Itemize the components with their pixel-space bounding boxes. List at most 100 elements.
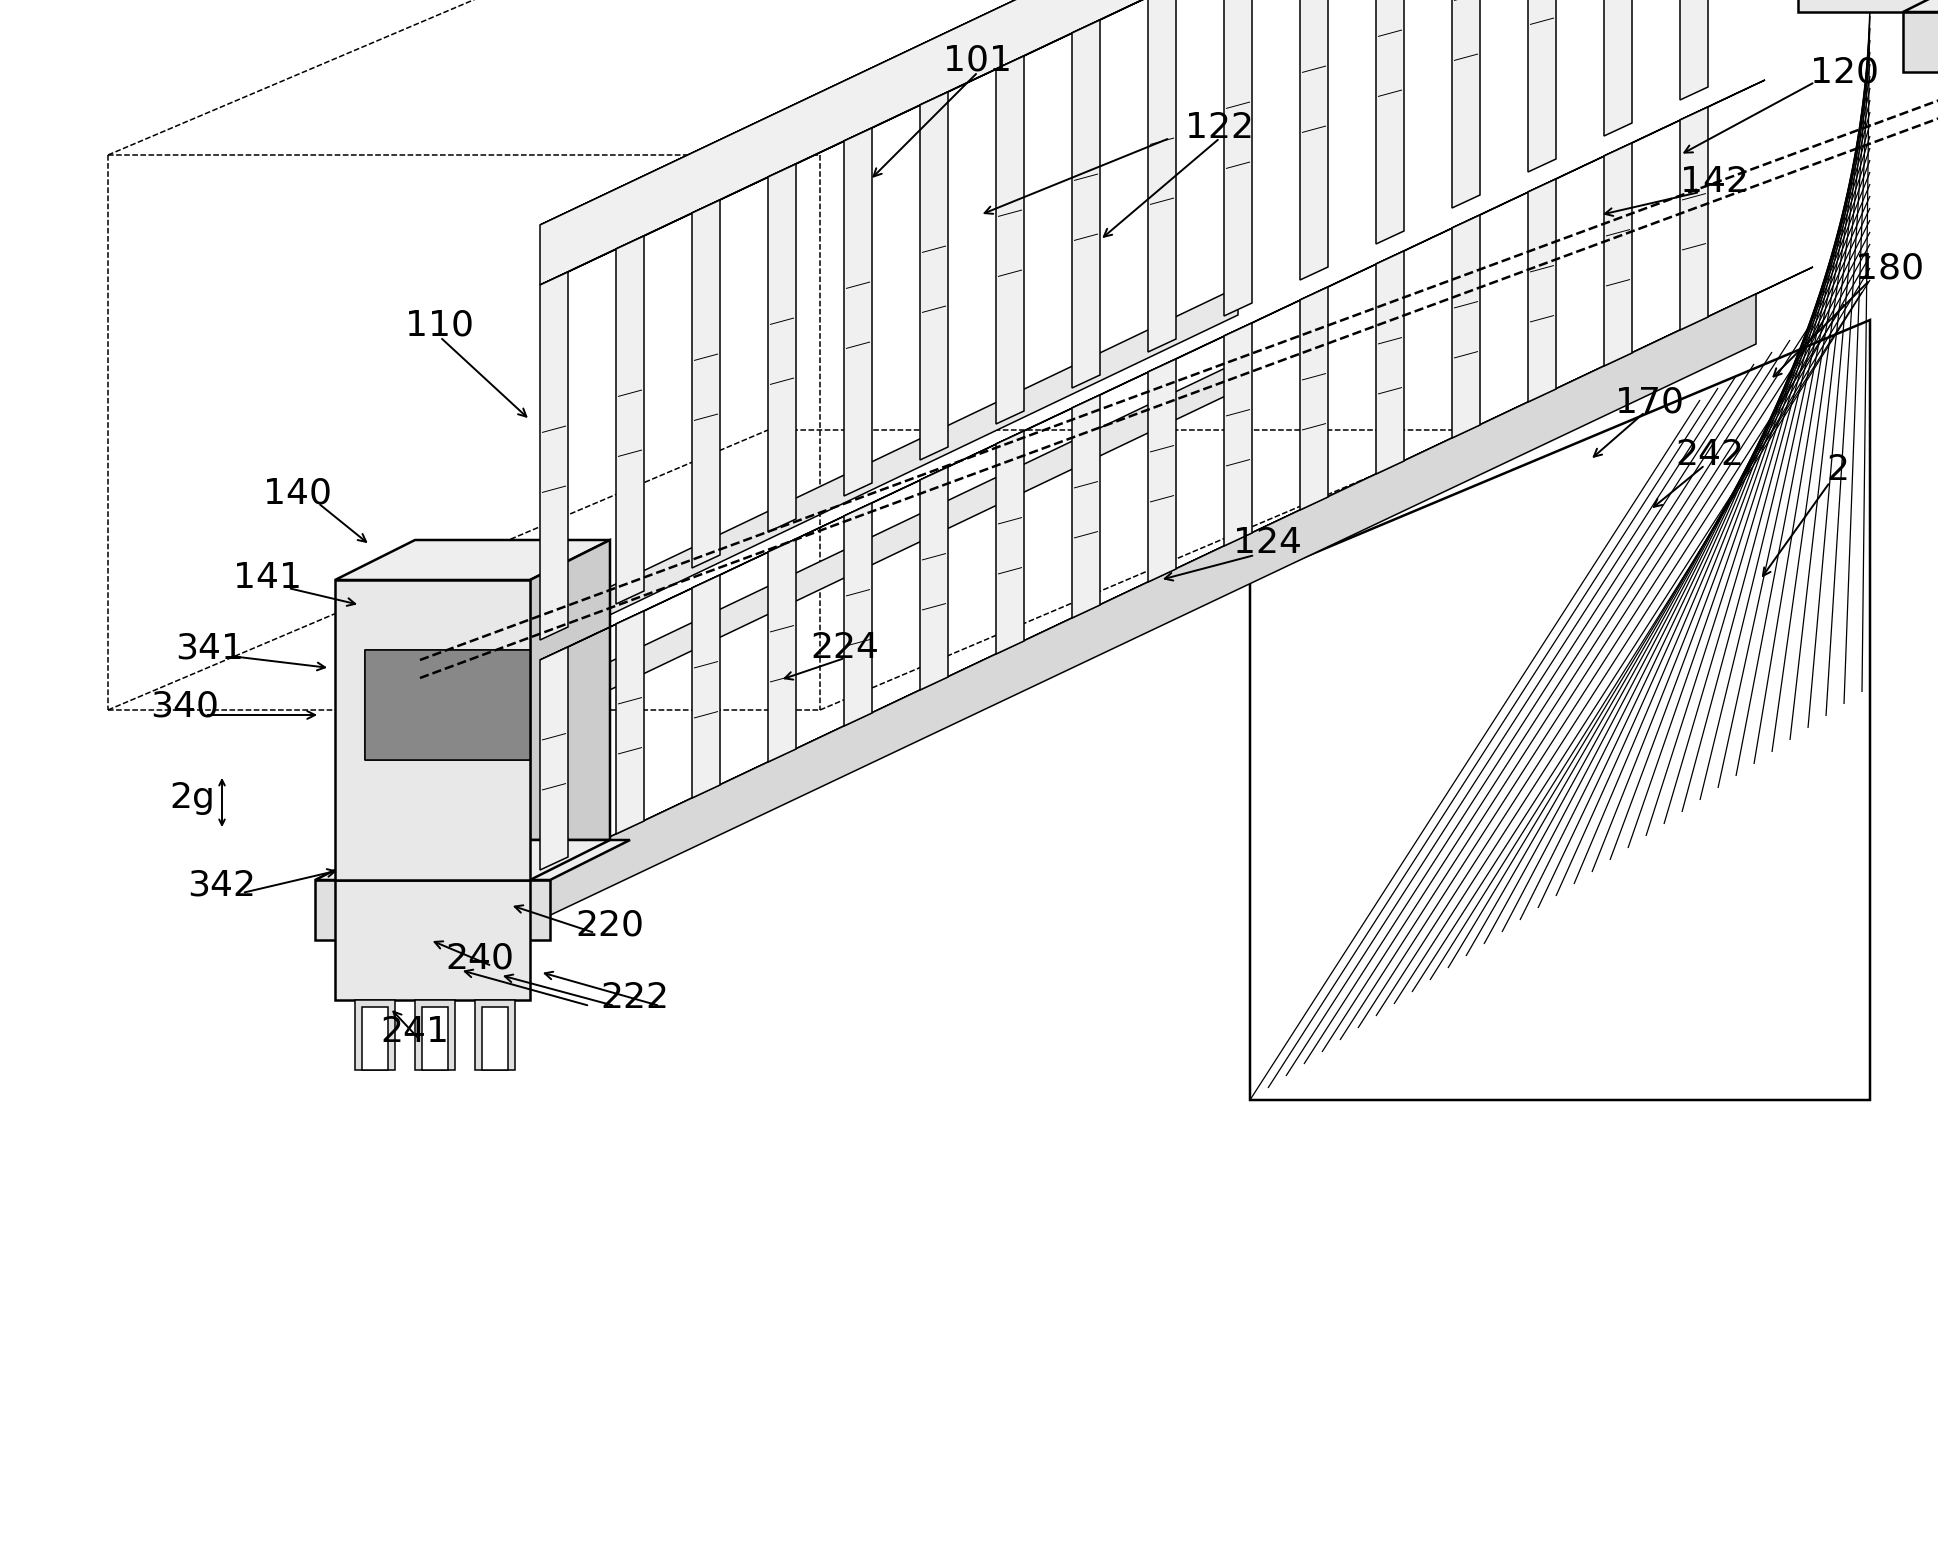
Polygon shape	[845, 101, 928, 141]
Polygon shape	[692, 173, 777, 214]
Polygon shape	[529, 362, 1238, 728]
Polygon shape	[1903, 12, 1938, 71]
Polygon shape	[1072, 0, 1157, 33]
Text: 241: 241	[380, 1015, 450, 1049]
Polygon shape	[996, 29, 1081, 70]
Text: 142: 142	[1680, 166, 1750, 198]
Polygon shape	[541, 273, 568, 640]
Polygon shape	[921, 440, 1006, 480]
Polygon shape	[475, 1001, 516, 1070]
Polygon shape	[921, 65, 1006, 105]
Polygon shape	[1225, 324, 1252, 545]
Polygon shape	[767, 136, 853, 177]
Polygon shape	[529, 541, 610, 880]
Polygon shape	[692, 575, 721, 798]
Polygon shape	[616, 584, 702, 624]
Polygon shape	[355, 1001, 395, 1070]
Polygon shape	[616, 235, 643, 604]
Polygon shape	[1376, 0, 1403, 245]
Polygon shape	[1225, 296, 1308, 336]
Polygon shape	[1072, 395, 1101, 618]
Polygon shape	[529, 287, 1238, 654]
Polygon shape	[422, 1007, 448, 1070]
Polygon shape	[1452, 215, 1481, 438]
Polygon shape	[692, 548, 777, 589]
Text: 101: 101	[944, 43, 1012, 77]
Text: 342: 342	[188, 867, 256, 902]
Polygon shape	[616, 610, 643, 833]
Polygon shape	[921, 91, 948, 460]
Polygon shape	[767, 513, 853, 551]
Polygon shape	[1300, 287, 1328, 510]
Polygon shape	[1072, 20, 1101, 387]
Polygon shape	[767, 164, 797, 531]
Polygon shape	[364, 651, 529, 761]
Polygon shape	[541, 245, 624, 285]
Text: 340: 340	[151, 689, 219, 723]
Text: 110: 110	[405, 308, 475, 342]
Polygon shape	[845, 476, 928, 516]
Polygon shape	[1452, 0, 1481, 208]
Polygon shape	[1680, 107, 1707, 330]
Text: 222: 222	[601, 981, 669, 1015]
Polygon shape	[692, 200, 721, 568]
Polygon shape	[1072, 369, 1157, 407]
Text: 220: 220	[576, 908, 645, 942]
Text: 224: 224	[810, 630, 880, 665]
Polygon shape	[1680, 0, 1707, 101]
Polygon shape	[1147, 0, 1176, 352]
Polygon shape	[335, 541, 610, 579]
Polygon shape	[541, 620, 624, 660]
Polygon shape	[541, 294, 1756, 920]
Polygon shape	[616, 209, 702, 249]
Polygon shape	[921, 466, 948, 689]
Polygon shape	[1147, 359, 1176, 582]
Polygon shape	[845, 503, 872, 726]
Text: 141: 141	[233, 561, 302, 595]
Polygon shape	[1225, 0, 1252, 316]
Polygon shape	[1527, 0, 1556, 172]
Polygon shape	[1680, 81, 1766, 119]
Polygon shape	[996, 56, 1023, 424]
Polygon shape	[1376, 251, 1403, 474]
Polygon shape	[1605, 143, 1632, 366]
Polygon shape	[1605, 0, 1632, 136]
Polygon shape	[1903, 0, 1938, 12]
Polygon shape	[1527, 152, 1612, 192]
Polygon shape	[335, 880, 529, 1001]
Polygon shape	[362, 1007, 388, 1070]
Polygon shape	[845, 129, 872, 496]
Polygon shape	[996, 431, 1023, 654]
Polygon shape	[316, 880, 550, 940]
Polygon shape	[1605, 116, 1690, 156]
Polygon shape	[483, 1007, 508, 1070]
Polygon shape	[1300, 260, 1386, 301]
Text: 242: 242	[1676, 438, 1744, 472]
Text: 2: 2	[1826, 452, 1849, 486]
Polygon shape	[1452, 187, 1537, 228]
Polygon shape	[415, 1001, 455, 1070]
Text: 240: 240	[446, 940, 514, 974]
Text: 140: 140	[264, 476, 333, 510]
Polygon shape	[1798, 0, 1938, 12]
Polygon shape	[541, 0, 1814, 225]
Text: 180: 180	[1855, 251, 1924, 285]
Text: 120: 120	[1810, 56, 1880, 88]
Polygon shape	[335, 579, 529, 880]
Text: 124: 124	[1233, 527, 1302, 561]
Polygon shape	[1376, 225, 1461, 263]
Polygon shape	[335, 840, 610, 880]
Polygon shape	[1527, 180, 1556, 403]
Polygon shape	[1250, 321, 1870, 1100]
Polygon shape	[316, 840, 630, 880]
Polygon shape	[541, 0, 1756, 285]
Text: 341: 341	[176, 630, 244, 665]
Polygon shape	[1147, 331, 1233, 372]
Polygon shape	[541, 647, 568, 871]
Text: 122: 122	[1186, 112, 1254, 146]
Polygon shape	[767, 539, 797, 762]
Polygon shape	[996, 404, 1081, 445]
Text: 170: 170	[1616, 386, 1684, 418]
Polygon shape	[541, 266, 1814, 871]
Text: 2g: 2g	[169, 781, 215, 815]
